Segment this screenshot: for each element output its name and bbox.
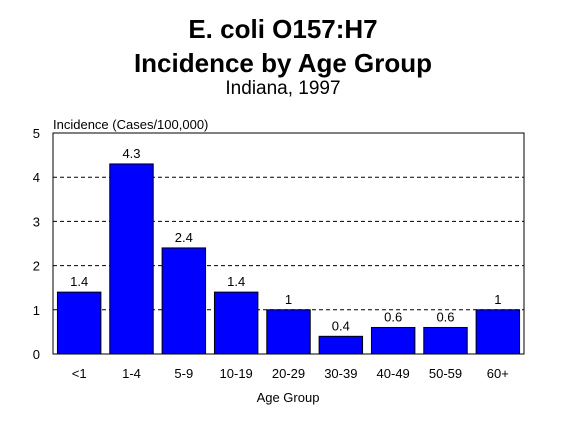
y-tick-label: 4 bbox=[33, 170, 40, 185]
bar-10-19 bbox=[213, 291, 259, 355]
x-tick-label: <1 bbox=[72, 366, 87, 381]
x-tick-label: 20-29 bbox=[272, 366, 305, 381]
x-tick-label: 5-9 bbox=[174, 366, 193, 381]
data-label: 0.4 bbox=[332, 318, 350, 333]
x-tick-label: 50-59 bbox=[429, 366, 462, 381]
y-tick-label: 1 bbox=[33, 303, 40, 318]
data-label: 1.4 bbox=[227, 274, 245, 289]
bar-50-59 bbox=[423, 326, 468, 355]
y-tick-label: 5 bbox=[33, 126, 40, 141]
chart-title: E. coli O157:H7 bbox=[188, 14, 378, 44]
bar-60+ bbox=[475, 309, 521, 355]
x-tick-label: 1-4 bbox=[122, 366, 141, 381]
bar-40-49 bbox=[370, 326, 416, 355]
bar-20-29 bbox=[266, 309, 311, 355]
x-tick-label: 10-19 bbox=[220, 366, 253, 381]
bar-<1 bbox=[56, 291, 102, 355]
y-tick-label: 0 bbox=[33, 347, 40, 362]
data-label: 1 bbox=[494, 292, 501, 307]
data-label: 1.4 bbox=[70, 274, 88, 289]
data-label: 2.4 bbox=[175, 230, 193, 245]
y-tick-label: 3 bbox=[33, 214, 40, 229]
plot-frame bbox=[52, 132, 525, 355]
data-label: 4.3 bbox=[122, 146, 140, 161]
chart-location-year: Indiana, 1997 bbox=[225, 78, 341, 99]
bar-30-39 bbox=[318, 335, 364, 355]
y-tick-label: 2 bbox=[33, 259, 40, 274]
x-tick-label: 60+ bbox=[487, 366, 509, 381]
data-label: 1 bbox=[285, 292, 292, 307]
x-axis-label: Age Group bbox=[257, 390, 320, 405]
x-tick-label: 30-39 bbox=[324, 366, 357, 381]
x-tick-label: 40-49 bbox=[377, 366, 410, 381]
data-label: 0.6 bbox=[436, 309, 454, 324]
y-axis-label: Incidence (Cases/100,000) bbox=[53, 117, 208, 132]
bar-5-9 bbox=[161, 247, 207, 355]
chart-subtitle: Incidence by Age Group bbox=[133, 48, 433, 78]
bar-1-4 bbox=[109, 163, 154, 355]
data-label: 0.6 bbox=[384, 309, 402, 324]
